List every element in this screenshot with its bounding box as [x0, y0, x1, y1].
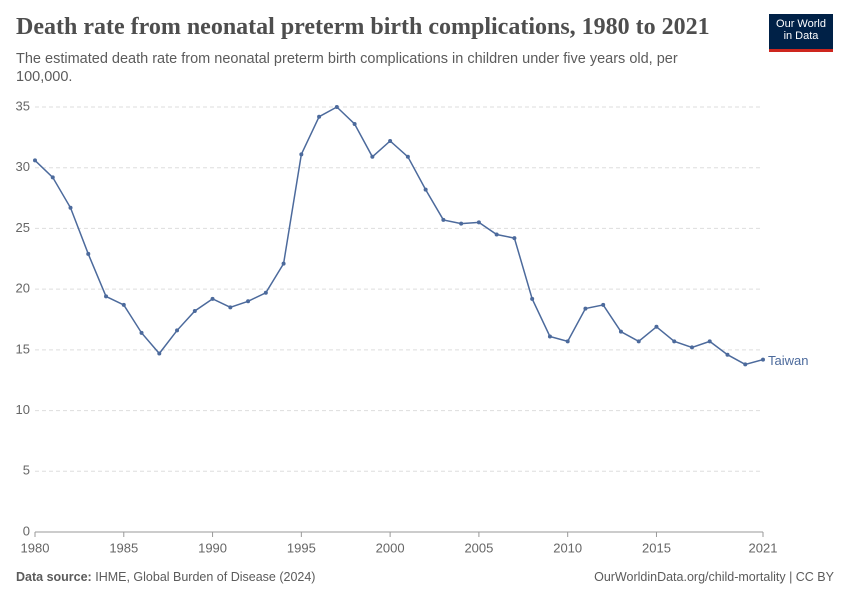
y-tick-label: 0: [23, 523, 30, 538]
point: [459, 221, 464, 226]
source-text: IHME, Global Burden of Disease (2024): [95, 570, 316, 584]
point: [565, 339, 570, 344]
point: [139, 330, 144, 335]
point: [476, 220, 481, 225]
point: [725, 352, 730, 357]
point: [352, 122, 357, 126]
y-tick-label: 30: [16, 159, 30, 174]
point: [530, 296, 535, 301]
point: [86, 251, 91, 256]
point: [672, 339, 677, 344]
y-tick-label: 20: [16, 281, 30, 296]
point: [618, 329, 623, 334]
logo-line: in Data: [783, 30, 819, 42]
point: [636, 339, 641, 344]
logo[interactable]: Our World in Data: [769, 14, 833, 52]
chart-subtitle: The estimated death rate from neonatal p…: [16, 51, 678, 85]
point: [405, 154, 410, 159]
point: [654, 324, 659, 329]
y-tick-label: 25: [16, 220, 30, 235]
y-tick-label: 15: [16, 341, 30, 356]
x-tick-label: 1990: [198, 540, 227, 555]
point: [689, 345, 694, 350]
point: [583, 306, 588, 311]
x-tick-label: 2000: [376, 540, 405, 555]
point: [334, 105, 339, 109]
point: [246, 299, 251, 304]
point: [388, 139, 393, 143]
x-tick-label: 1985: [109, 540, 138, 555]
x-tick-label: 2005: [464, 540, 493, 555]
point: [423, 187, 428, 192]
source: Data source: IHME, Global Burden of Dise…: [16, 570, 315, 584]
x-tick-label: 2015: [642, 540, 671, 555]
point: [210, 296, 215, 301]
point: [33, 158, 37, 163]
point: [192, 309, 197, 313]
chart-title: Death rate from neonatal preterm birth c…: [16, 14, 710, 40]
point: [50, 175, 55, 180]
point: [601, 302, 606, 307]
footer[interactable]: OurWorldinData.org/child-mortality | CC …: [594, 570, 834, 584]
logo-line: Our World: [776, 18, 826, 30]
point: [228, 305, 233, 310]
point: [761, 357, 765, 362]
y-tick-label: 5: [23, 463, 30, 478]
point: [281, 261, 286, 266]
point: [317, 114, 322, 119]
point: [707, 339, 712, 344]
point: [121, 302, 126, 307]
point: [299, 152, 304, 157]
point: [743, 362, 748, 367]
series-label: Taiwan: [768, 353, 808, 368]
x-tick-label: 2010: [553, 540, 582, 555]
y-tick-label: 35: [16, 98, 30, 113]
x-tick-label: 2021: [749, 540, 778, 555]
line: [34, 106, 764, 366]
point: [370, 154, 375, 159]
x-tick-label: 1995: [287, 540, 316, 555]
point: [68, 205, 73, 210]
point: [263, 290, 268, 295]
point: [441, 217, 446, 222]
source-label: Data source:: [16, 570, 92, 584]
point: [494, 232, 499, 237]
point: [512, 236, 517, 241]
x-tick-label: 1980: [21, 540, 50, 555]
point: [104, 294, 109, 299]
y-tick-label: 10: [16, 402, 30, 417]
point: [175, 328, 180, 333]
point: [157, 351, 162, 356]
point: [547, 334, 552, 339]
